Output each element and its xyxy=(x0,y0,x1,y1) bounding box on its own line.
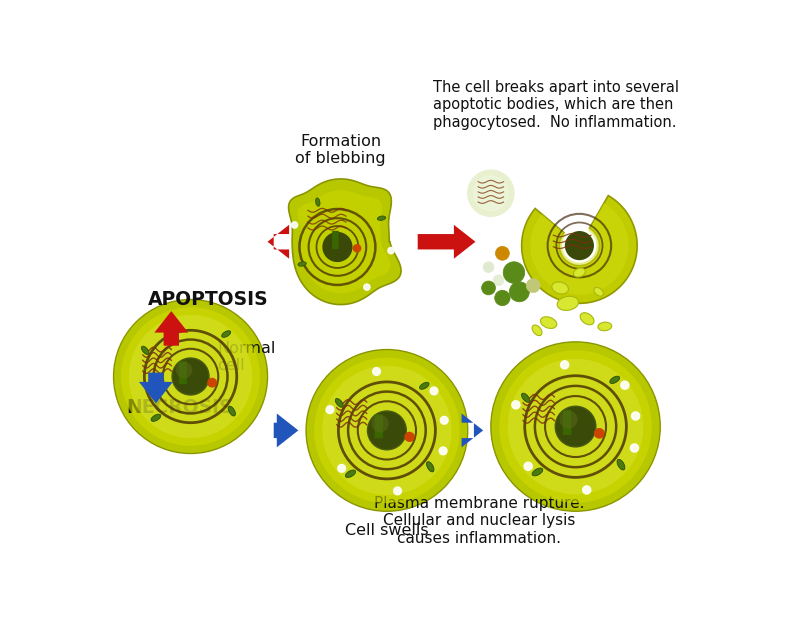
Circle shape xyxy=(394,487,402,495)
Circle shape xyxy=(594,429,604,438)
Polygon shape xyxy=(298,190,390,293)
Circle shape xyxy=(122,307,260,446)
Circle shape xyxy=(512,401,520,409)
Circle shape xyxy=(621,381,629,389)
Circle shape xyxy=(468,170,514,217)
Ellipse shape xyxy=(419,382,429,389)
Circle shape xyxy=(566,232,594,260)
Circle shape xyxy=(494,290,510,305)
Circle shape xyxy=(367,411,406,450)
Ellipse shape xyxy=(580,312,594,324)
Ellipse shape xyxy=(617,459,625,470)
Circle shape xyxy=(129,315,252,438)
Ellipse shape xyxy=(532,468,542,476)
Circle shape xyxy=(559,410,578,429)
Circle shape xyxy=(114,300,267,453)
Circle shape xyxy=(314,358,460,503)
Polygon shape xyxy=(522,196,637,304)
Circle shape xyxy=(338,464,346,472)
Ellipse shape xyxy=(552,282,569,294)
Circle shape xyxy=(405,432,414,441)
Circle shape xyxy=(323,232,352,262)
Circle shape xyxy=(440,417,448,424)
Circle shape xyxy=(582,486,590,494)
Ellipse shape xyxy=(532,325,542,336)
Circle shape xyxy=(510,282,530,302)
Polygon shape xyxy=(418,225,475,258)
Text: Normal
cell: Normal cell xyxy=(218,341,276,373)
Ellipse shape xyxy=(315,198,320,206)
Circle shape xyxy=(524,462,532,471)
Text: Cell swells: Cell swells xyxy=(345,523,429,538)
FancyBboxPatch shape xyxy=(333,232,338,248)
FancyBboxPatch shape xyxy=(375,415,382,438)
Circle shape xyxy=(208,378,216,387)
Circle shape xyxy=(291,222,298,228)
Polygon shape xyxy=(267,225,289,258)
Ellipse shape xyxy=(346,470,356,478)
Polygon shape xyxy=(530,203,629,295)
Ellipse shape xyxy=(541,317,557,328)
Polygon shape xyxy=(154,311,188,345)
Circle shape xyxy=(482,281,495,295)
Ellipse shape xyxy=(426,462,434,472)
Circle shape xyxy=(373,368,380,375)
Ellipse shape xyxy=(598,322,612,331)
Circle shape xyxy=(306,349,468,511)
Ellipse shape xyxy=(335,399,343,407)
Circle shape xyxy=(499,351,652,503)
Ellipse shape xyxy=(222,331,230,337)
Ellipse shape xyxy=(557,297,578,311)
Circle shape xyxy=(508,359,643,494)
Circle shape xyxy=(176,362,192,378)
Ellipse shape xyxy=(594,288,603,296)
Polygon shape xyxy=(274,413,298,447)
Circle shape xyxy=(493,275,504,286)
Ellipse shape xyxy=(574,268,586,277)
Text: The cell breaks apart into several
apoptotic bodies, which are then
phagocytosed: The cell breaks apart into several apopt… xyxy=(433,80,679,130)
Circle shape xyxy=(555,406,596,447)
Ellipse shape xyxy=(142,346,149,354)
Text: NECROSIS: NECROSIS xyxy=(126,398,234,417)
Text: Plasma membrane rupture.
Cellular and nuclear lysis
causes inflammation.: Plasma membrane rupture. Cellular and nu… xyxy=(374,496,585,545)
Circle shape xyxy=(388,248,394,254)
FancyBboxPatch shape xyxy=(563,410,570,434)
Text: Formation
of blebbing: Formation of blebbing xyxy=(295,134,386,166)
Circle shape xyxy=(430,387,438,395)
Circle shape xyxy=(322,366,451,495)
Circle shape xyxy=(354,244,361,252)
Circle shape xyxy=(631,412,640,420)
Circle shape xyxy=(364,284,370,290)
Circle shape xyxy=(561,361,569,369)
Polygon shape xyxy=(139,373,173,403)
Circle shape xyxy=(491,342,660,511)
Ellipse shape xyxy=(151,414,161,422)
Circle shape xyxy=(474,176,508,211)
Circle shape xyxy=(439,447,447,455)
Ellipse shape xyxy=(610,376,620,384)
Ellipse shape xyxy=(522,393,530,403)
Circle shape xyxy=(172,358,209,395)
Circle shape xyxy=(526,279,540,293)
Polygon shape xyxy=(462,413,483,447)
Circle shape xyxy=(630,444,638,452)
Ellipse shape xyxy=(228,406,235,416)
Polygon shape xyxy=(289,179,401,305)
Ellipse shape xyxy=(298,262,306,266)
Circle shape xyxy=(503,262,525,283)
Circle shape xyxy=(326,406,334,413)
Circle shape xyxy=(371,415,389,432)
Ellipse shape xyxy=(378,216,386,220)
Text: APOPTOSIS: APOPTOSIS xyxy=(148,290,269,309)
FancyBboxPatch shape xyxy=(179,362,186,384)
Circle shape xyxy=(483,262,494,272)
Circle shape xyxy=(495,246,510,260)
